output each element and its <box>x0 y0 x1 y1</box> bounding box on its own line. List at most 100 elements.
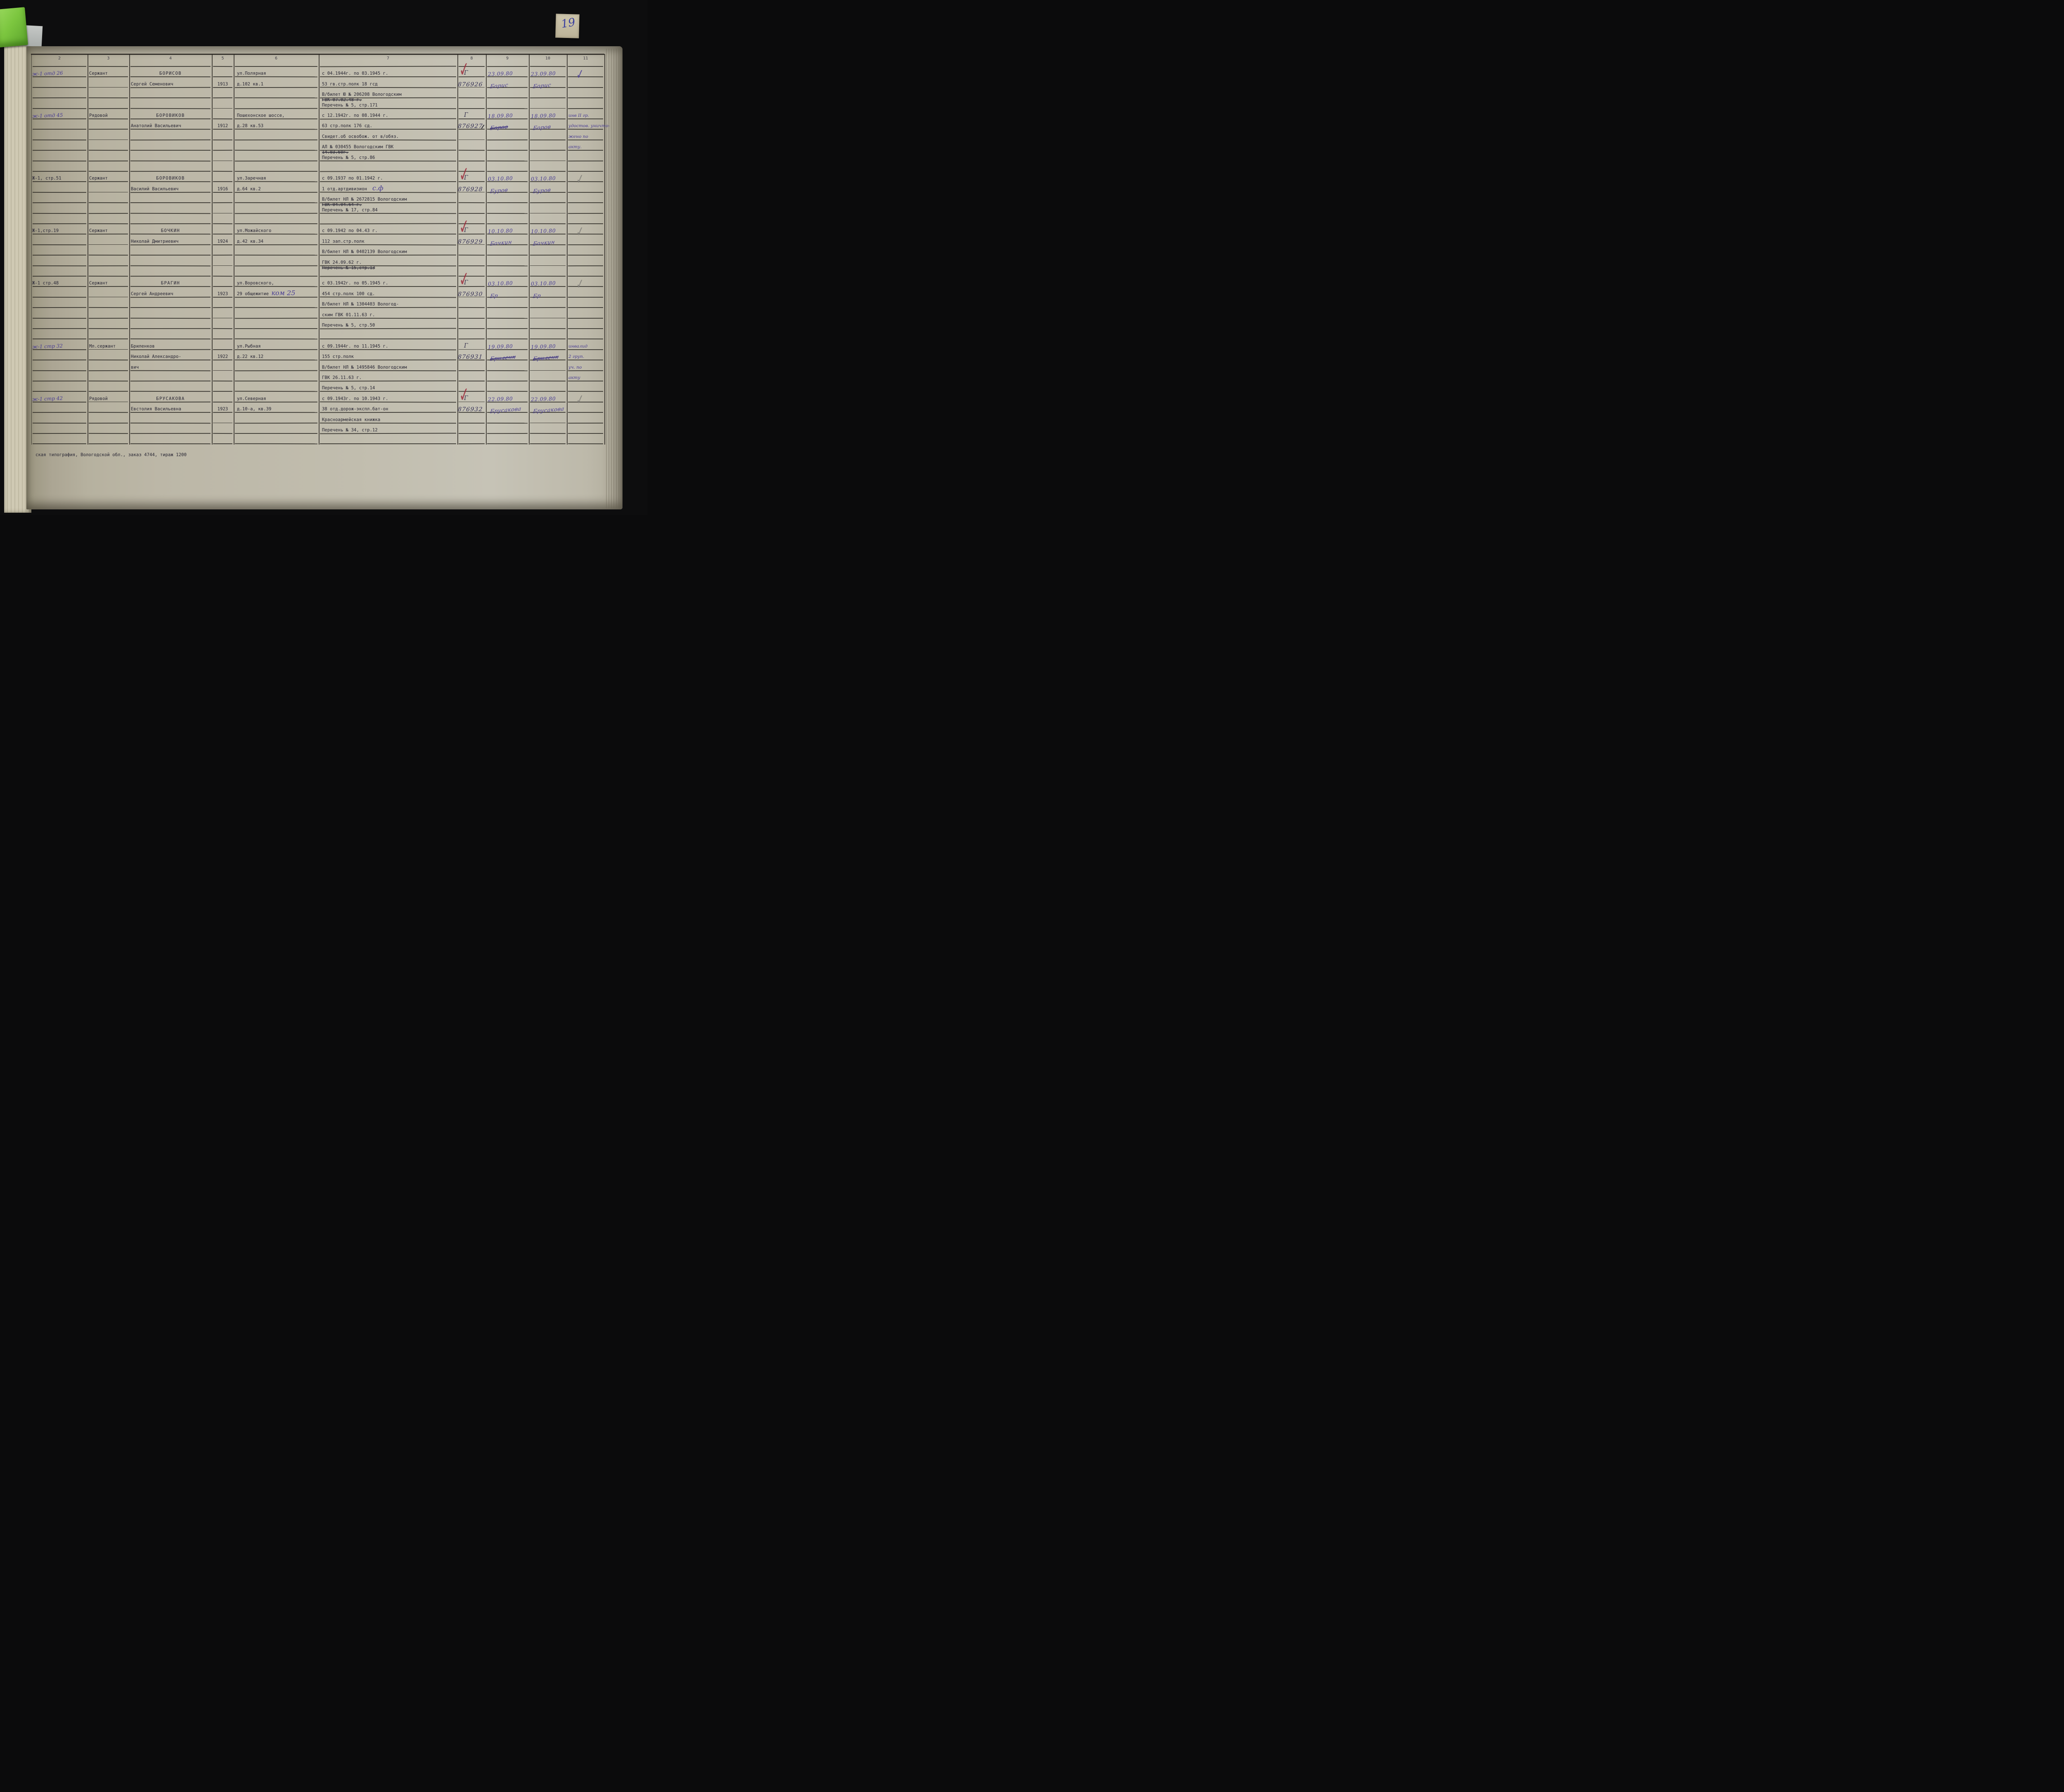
rule-line <box>568 108 604 109</box>
typed-text: с 09.1944г. по 11.1945 г. <box>322 343 388 349</box>
red-checkmark: ✓ <box>458 162 470 187</box>
column-number: 11 <box>583 56 588 61</box>
typed-text: ул.Заречная <box>237 176 266 181</box>
rule-line <box>530 328 566 329</box>
record-service-line: Красноармейская книжка <box>322 416 456 423</box>
date-text: 03.10.80 <box>530 280 556 287</box>
record-address: д.28 кв.53 <box>237 122 318 129</box>
signature: Бр <box>533 293 570 300</box>
rule-line <box>88 76 128 78</box>
rule-line <box>130 129 211 130</box>
card-ref-text: ж-1 отд 26 <box>32 70 63 77</box>
rule-line <box>130 160 211 161</box>
stamp-date: 23.09.80 <box>488 70 526 77</box>
rule-line <box>320 307 457 308</box>
rule-line <box>88 317 128 319</box>
purple-checkmark: ✓ <box>576 66 585 83</box>
rule-line <box>458 317 485 319</box>
column-border <box>31 54 32 445</box>
rule-line <box>234 255 318 256</box>
rule-line <box>320 254 457 256</box>
column-border <box>604 54 605 445</box>
margin-note-text: уч. по <box>568 365 582 370</box>
rule-line <box>530 108 566 109</box>
typed-text: Свидет.об освобож. от в/обяз. <box>322 134 399 139</box>
rule-line <box>320 275 457 277</box>
rule-line <box>213 202 233 203</box>
record-name: Сергей Андреевич <box>131 290 210 297</box>
rule-line <box>235 118 317 119</box>
card-number: 876930 <box>457 291 483 298</box>
record-series: Г <box>464 227 480 234</box>
record-service-line: с 12.1942г. по 08.1944 г. <box>322 112 456 118</box>
print-footer: ская типография, Вологодской обл., заказ… <box>36 452 187 457</box>
page-fore-edge <box>604 49 623 509</box>
rule-line <box>568 76 604 78</box>
record-birth-year: 1912 <box>213 122 233 129</box>
record-address: ул.Заречная <box>237 175 318 181</box>
rule-line <box>89 192 128 193</box>
rule-line <box>458 150 485 151</box>
rule-line <box>234 192 318 193</box>
date-text: 10.10.80 <box>530 227 556 235</box>
signature-text: Бочкин <box>490 239 513 247</box>
record-address: 29 общежитие ком 25 <box>237 289 318 297</box>
rule-line <box>487 307 528 308</box>
rule-line <box>487 433 528 434</box>
series-letter: Г <box>464 70 468 77</box>
margin-note-text: 2 груп. <box>568 354 585 360</box>
typed-text: Перечень № 5, стр.50 <box>322 323 375 328</box>
rule-line <box>530 433 566 434</box>
typed-text: с 12.1942г. по 08.1944 г. <box>322 113 388 118</box>
rule-line <box>568 171 603 172</box>
rule-line <box>234 391 318 392</box>
rule-line <box>32 412 87 413</box>
rule-line <box>32 307 87 308</box>
record-birth-year: 1922 <box>213 353 233 360</box>
name-line: Анатолий Васильевич <box>131 123 182 129</box>
margin-note-text: акту <box>568 375 580 380</box>
rule-line <box>530 391 566 392</box>
rule-line <box>130 66 211 67</box>
typed-text: ГВК 24.09.62 г. <box>322 260 362 265</box>
card-number: 876928 <box>457 186 483 193</box>
rule-line <box>32 223 87 224</box>
stamp-date: 03.10.80 <box>531 175 569 182</box>
margin-note-line: 2 груп. <box>568 353 621 360</box>
handwritten-text: с.ф <box>372 184 383 192</box>
rule-line <box>213 87 233 88</box>
rule-line <box>234 244 318 245</box>
rule-line <box>88 202 128 203</box>
record-service-line: Перечень № 15,стр.13 <box>322 264 456 271</box>
rule-line <box>487 223 528 224</box>
rule-line <box>33 286 86 287</box>
rule-line <box>88 118 128 119</box>
rule-line <box>530 255 566 256</box>
typed-text: Красноармейская книжка <box>322 417 381 422</box>
rule-line <box>88 255 128 256</box>
typed-text: с 09.1943г. по 10.1943 г. <box>322 396 388 401</box>
rule-line <box>320 317 457 319</box>
rule-line <box>130 317 211 319</box>
record-rank: Сержант <box>89 227 128 234</box>
date-text: 10.10.80 <box>488 227 513 235</box>
typed-text: ул.Полярная <box>237 71 266 76</box>
record-number: 876931 <box>457 354 488 360</box>
margin-note-line: инв II гр. <box>568 112 621 118</box>
record-address: ул.Северная <box>237 395 318 402</box>
archival-ledger-scan: 2 3 4 5 6 7 8 9 10 11 ж-1 отд 26 Сержант БОРИСОВ Серг… <box>0 0 647 515</box>
name-line: Николай Дмитриевич <box>131 239 179 244</box>
name-line: вич <box>131 365 139 370</box>
rule-line <box>88 129 128 130</box>
rule-line <box>32 244 87 245</box>
rule-line <box>213 213 232 214</box>
card-ref-text: Ж-1,стр.19 <box>32 228 59 234</box>
record-name: БОРОВИКОВ <box>131 175 210 181</box>
rule-line <box>130 255 211 256</box>
rule-line <box>320 286 456 287</box>
rule-line <box>213 433 233 434</box>
record-address: ул.Можайского <box>237 227 318 234</box>
rule-line <box>88 422 128 424</box>
rank-text: Сержант <box>89 228 108 234</box>
signature-text: Бриленк <box>533 354 559 363</box>
